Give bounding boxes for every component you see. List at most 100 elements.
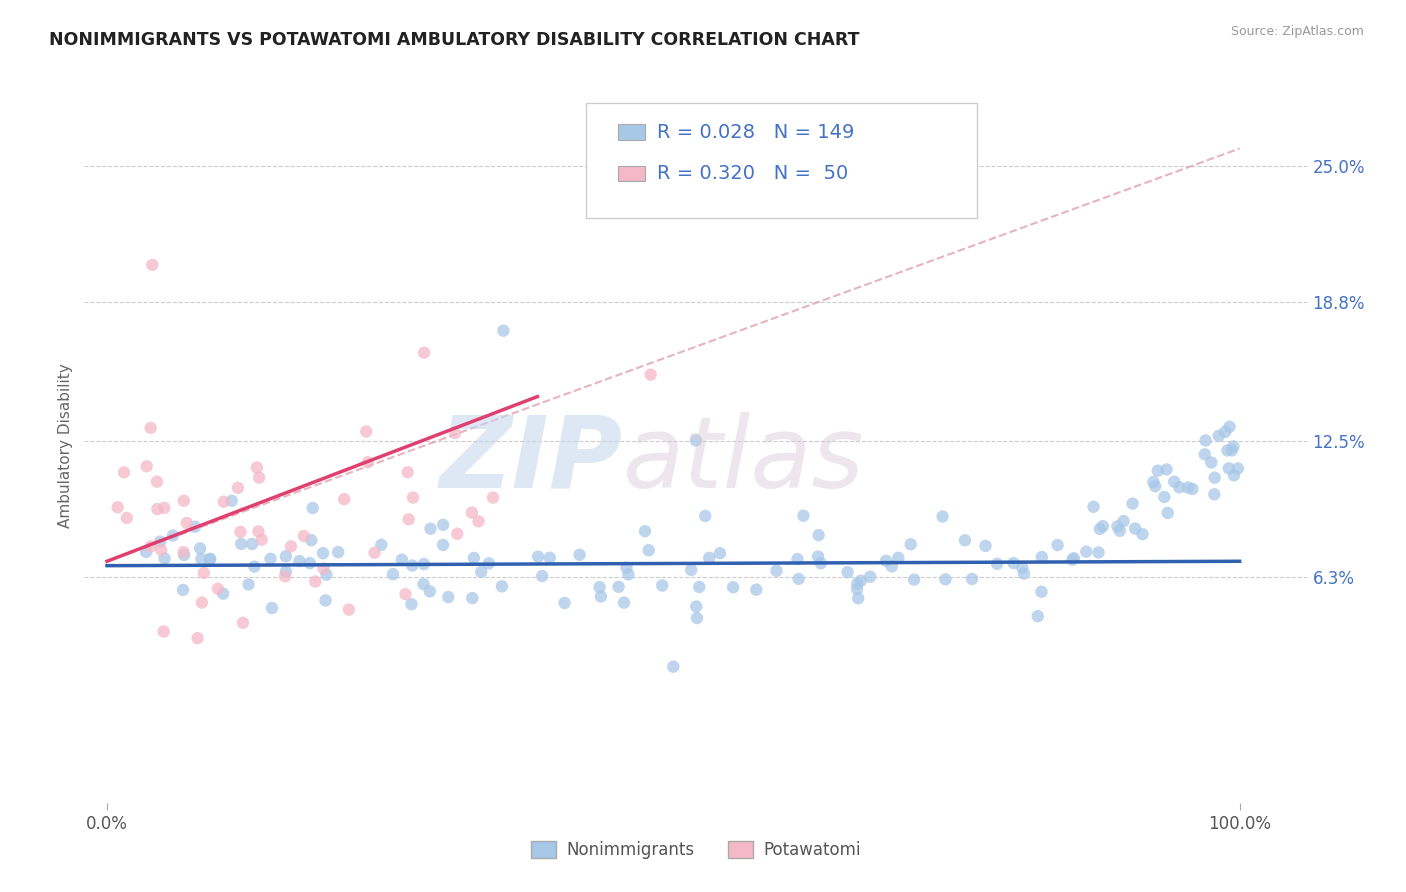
Point <box>292 529 315 543</box>
Point <box>1062 552 1084 566</box>
Point <box>141 258 163 272</box>
Point <box>786 552 808 566</box>
Point <box>207 582 229 596</box>
Point <box>382 567 405 582</box>
Text: atlas: atlas <box>623 412 865 508</box>
Point <box>247 524 270 539</box>
Point <box>651 578 673 592</box>
Point <box>1194 447 1216 461</box>
Point <box>176 516 198 530</box>
Point <box>527 549 550 564</box>
Point <box>903 573 925 587</box>
Point <box>212 494 235 508</box>
Point <box>875 554 897 568</box>
Point <box>172 582 194 597</box>
Text: R = 0.028   N = 149: R = 0.028 N = 149 <box>657 122 855 142</box>
Point <box>146 475 169 489</box>
Point <box>792 508 814 523</box>
Point <box>810 556 832 570</box>
Point <box>312 546 335 560</box>
Point <box>212 587 235 601</box>
FancyBboxPatch shape <box>586 103 977 218</box>
Point <box>153 551 176 566</box>
FancyBboxPatch shape <box>617 166 644 181</box>
Point <box>1213 425 1236 439</box>
Point <box>900 537 922 551</box>
Point <box>1112 514 1135 528</box>
Point <box>607 580 630 594</box>
Point <box>412 557 434 571</box>
Point <box>688 580 710 594</box>
Point <box>1220 443 1243 458</box>
Point <box>1226 461 1249 475</box>
Point <box>463 550 485 565</box>
Point <box>152 624 174 639</box>
Point <box>837 565 859 579</box>
Point <box>187 631 209 645</box>
Point <box>588 580 610 594</box>
Point <box>247 470 270 484</box>
Point <box>153 500 176 515</box>
Point <box>1026 609 1049 624</box>
Point <box>986 557 1008 571</box>
Point <box>531 569 554 583</box>
Point <box>846 576 869 591</box>
Point <box>274 565 297 579</box>
Point <box>260 601 283 615</box>
Point <box>363 546 385 560</box>
Point <box>685 599 707 614</box>
Point <box>538 550 561 565</box>
Point <box>960 572 983 586</box>
Point <box>238 577 260 591</box>
Point <box>115 511 138 525</box>
Point <box>1223 468 1246 483</box>
Point <box>681 563 703 577</box>
Point <box>613 596 636 610</box>
Point <box>229 524 252 539</box>
Point <box>198 552 221 566</box>
Point <box>412 577 434 591</box>
Point <box>1031 549 1053 564</box>
Text: Source: ZipAtlas.com: Source: ZipAtlas.com <box>1230 25 1364 38</box>
Point <box>301 500 323 515</box>
Point <box>243 559 266 574</box>
Point <box>419 584 441 599</box>
Point <box>1123 522 1146 536</box>
Point <box>880 559 903 574</box>
Point <box>173 545 195 559</box>
Point <box>974 539 997 553</box>
Point <box>709 546 731 560</box>
Point <box>787 572 810 586</box>
Point <box>1091 519 1114 533</box>
Point <box>312 561 335 575</box>
Point <box>446 526 468 541</box>
Point <box>1146 464 1168 478</box>
Point <box>1088 522 1111 536</box>
Point <box>419 522 441 536</box>
Point <box>1208 429 1230 443</box>
Point <box>232 615 254 630</box>
Point <box>221 493 243 508</box>
Point <box>1002 556 1025 570</box>
Text: R = 0.320   N =  50: R = 0.320 N = 50 <box>657 164 848 183</box>
Point <box>482 491 505 505</box>
Point <box>1142 475 1164 489</box>
Point <box>1132 527 1154 541</box>
FancyBboxPatch shape <box>617 124 644 140</box>
Point <box>1195 434 1218 448</box>
Point <box>333 492 356 507</box>
Point <box>112 466 135 480</box>
Point <box>231 537 253 551</box>
Point <box>1012 566 1035 581</box>
Point <box>1107 519 1129 533</box>
Point <box>461 591 484 606</box>
Point <box>685 434 707 448</box>
Point <box>1076 544 1098 558</box>
Point <box>1122 497 1144 511</box>
Point <box>554 596 576 610</box>
Point <box>139 421 162 435</box>
Point <box>401 597 423 611</box>
Point <box>1177 481 1199 495</box>
Point <box>184 519 207 533</box>
Point <box>1108 524 1130 538</box>
